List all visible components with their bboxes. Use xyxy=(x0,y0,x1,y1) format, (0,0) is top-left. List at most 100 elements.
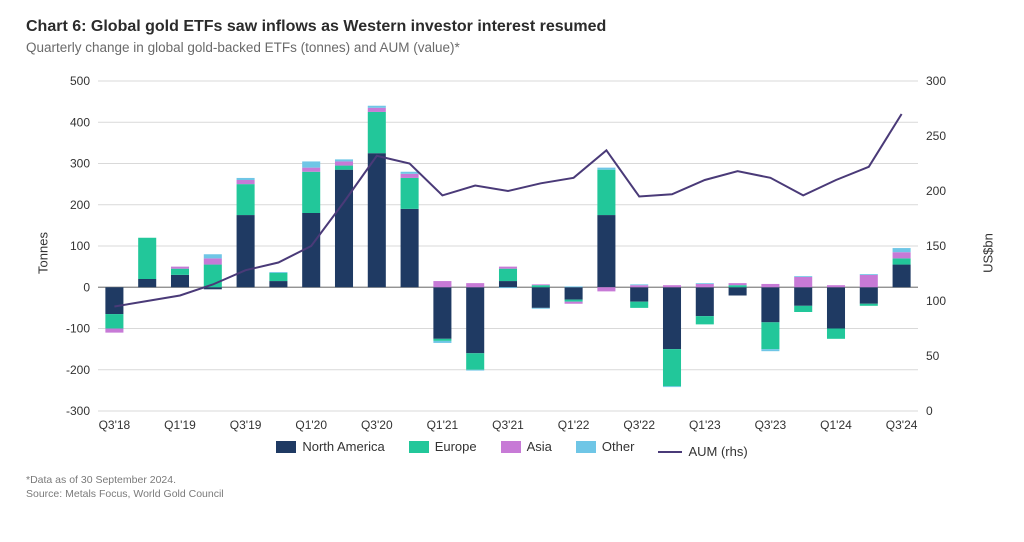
bar-segment xyxy=(630,284,648,285)
bar-segment xyxy=(335,166,353,170)
legend-swatch xyxy=(409,441,429,453)
legend-item: Europe xyxy=(409,439,477,454)
bar-segment xyxy=(269,272,287,273)
bar-segment xyxy=(597,287,615,291)
legend-swatch xyxy=(501,441,521,453)
legend-item: Other xyxy=(576,439,635,454)
svg-text:-300: -300 xyxy=(66,404,90,418)
legend-item: Asia xyxy=(501,439,552,454)
svg-text:300: 300 xyxy=(926,74,946,88)
bar-segment xyxy=(171,275,189,287)
bar-segment xyxy=(237,180,255,184)
bar-segment xyxy=(368,106,386,108)
bar-segment xyxy=(794,277,812,287)
x-tick-label: Q3'23 xyxy=(755,418,787,432)
bar-segment xyxy=(302,172,320,213)
x-tick-label: Q3'21 xyxy=(492,418,524,432)
chart-area: Tonnes US$bn -300-200-100010020030040050… xyxy=(32,73,992,433)
bar-segment xyxy=(466,283,484,287)
bar-segment xyxy=(237,184,255,215)
bar-segment xyxy=(663,349,681,386)
bar-segment xyxy=(860,304,878,306)
bar-segment xyxy=(663,287,681,349)
bar-segment xyxy=(794,276,812,277)
svg-text:500: 500 xyxy=(70,74,90,88)
svg-text:400: 400 xyxy=(70,115,90,129)
bar-segment xyxy=(105,329,123,333)
bar-segment xyxy=(860,275,878,287)
bar-segment xyxy=(532,287,550,308)
bar-segment xyxy=(597,215,615,287)
bar-segment xyxy=(401,209,419,287)
bar-segment xyxy=(532,284,550,285)
bar-segment xyxy=(729,285,747,287)
svg-text:100: 100 xyxy=(70,239,90,253)
chart-container: Chart 6: Global gold ETFs saw inflows as… xyxy=(0,0,1024,542)
bar-segment xyxy=(893,265,911,288)
bar-segment xyxy=(401,174,419,178)
x-tick-label: Q1'19 xyxy=(164,418,196,432)
bar-segment xyxy=(269,273,287,281)
x-tick-label: Q1'23 xyxy=(689,418,721,432)
x-tick-label: Q1'20 xyxy=(295,418,327,432)
bar-segment xyxy=(401,178,419,209)
bar-segment xyxy=(466,370,484,371)
legend-swatch xyxy=(576,441,596,453)
x-tick-label: Q3'19 xyxy=(230,418,262,432)
bar-segment xyxy=(335,161,353,165)
bar-segment xyxy=(893,258,911,264)
bar-segment xyxy=(761,322,779,349)
bar-segment xyxy=(466,353,484,370)
bar-segment xyxy=(696,284,714,287)
svg-text:-200: -200 xyxy=(66,363,90,377)
bar-segment xyxy=(565,287,583,299)
bar-segment xyxy=(761,349,779,351)
bar-segment xyxy=(302,168,320,172)
y-axis-left-label: Tonnes xyxy=(35,232,50,274)
bar-segment xyxy=(860,287,878,304)
legend-item: North America xyxy=(276,439,384,454)
bar-segment xyxy=(105,314,123,328)
footnote: *Data as of 30 September 2024. Source: M… xyxy=(26,473,998,501)
svg-text:200: 200 xyxy=(70,198,90,212)
bar-segment xyxy=(302,161,320,167)
bar-segment xyxy=(696,316,714,324)
legend-line-swatch xyxy=(658,451,682,453)
bar-segment xyxy=(794,306,812,312)
bar-segment xyxy=(860,274,878,275)
footnote-line-1: *Data as of 30 September 2024. xyxy=(26,473,998,487)
bar-segment xyxy=(368,153,386,287)
bar-segment xyxy=(433,339,451,341)
x-tick-label: Q3'20 xyxy=(361,418,393,432)
svg-text:200: 200 xyxy=(926,184,946,198)
bar-segment xyxy=(269,281,287,287)
bar-segment xyxy=(696,287,714,316)
svg-text:-100: -100 xyxy=(66,322,90,336)
footnote-line-2: Source: Metals Focus, World Gold Council xyxy=(26,487,998,501)
x-tick-label: Q3'24 xyxy=(886,418,918,432)
bar-segment xyxy=(565,302,583,304)
legend-label: Asia xyxy=(527,439,552,454)
bar-segment xyxy=(466,287,484,353)
legend-label: North America xyxy=(302,439,384,454)
bar-segment xyxy=(663,285,681,287)
bar-segment xyxy=(433,341,451,343)
bar-segment xyxy=(499,269,517,281)
legend-swatch xyxy=(276,441,296,453)
bar-segment xyxy=(237,178,255,180)
bar-segment xyxy=(761,287,779,322)
bar-segment xyxy=(761,284,779,287)
bar-segment xyxy=(794,287,812,306)
bar-segment xyxy=(138,279,156,287)
bar-segment xyxy=(433,281,451,287)
bar-segment xyxy=(597,170,615,215)
legend: North AmericaEuropeAsiaOtherAUM (rhs) xyxy=(26,439,998,459)
bar-segment xyxy=(532,308,550,309)
x-tick-label: Q1'21 xyxy=(427,418,459,432)
bar-segment xyxy=(630,287,648,301)
bar-segment xyxy=(827,285,845,287)
svg-text:0: 0 xyxy=(83,280,90,294)
bar-segment xyxy=(401,172,419,174)
legend-label: Other xyxy=(602,439,635,454)
bar-segment xyxy=(499,287,517,288)
